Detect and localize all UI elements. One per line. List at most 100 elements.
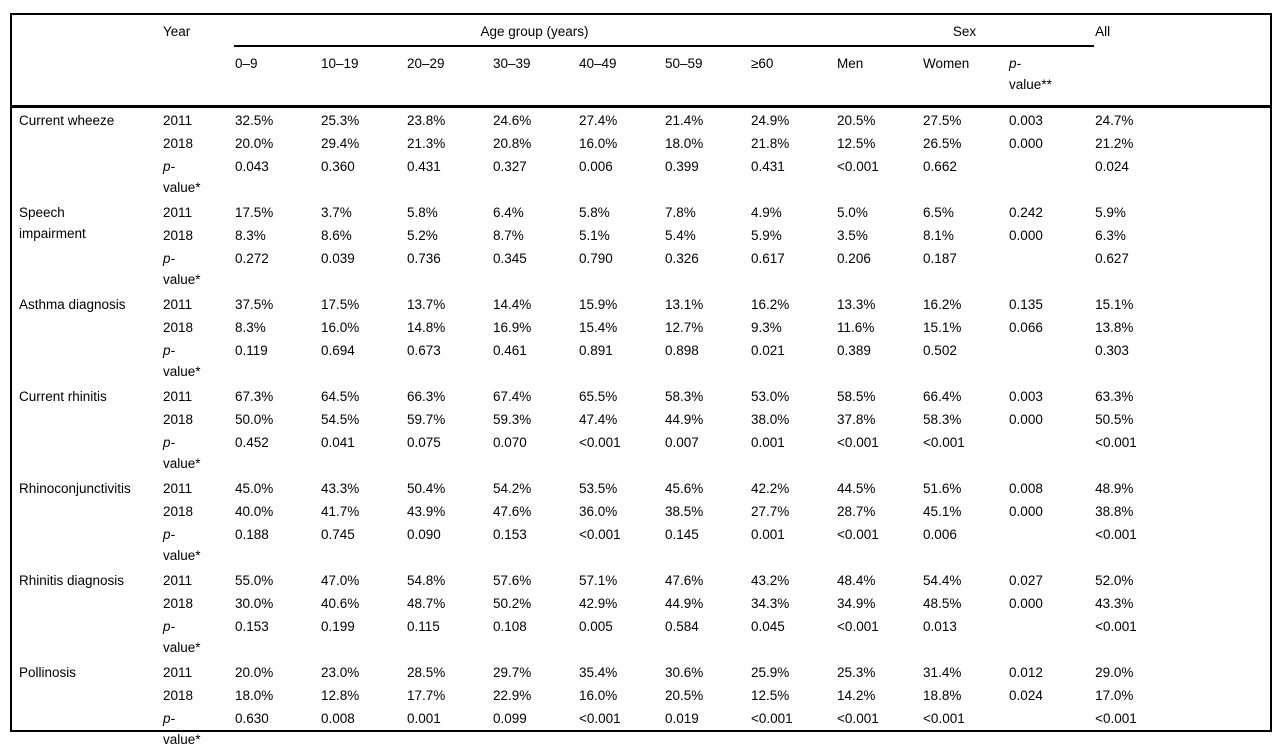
year-cell: 2018 — [162, 407, 234, 430]
year-cell: 2018 — [162, 591, 234, 614]
value-cell: 5.8% — [406, 200, 492, 223]
value-cell: 0.001 — [750, 430, 836, 476]
value-cell: 50.5% — [1094, 407, 1270, 430]
value-cell: 44.5% — [836, 476, 922, 499]
value-cell: 45.1% — [922, 499, 1008, 522]
year-cell: 2011 — [162, 107, 234, 132]
p-value-row-label-line1: p- — [163, 711, 175, 726]
year-header: Year — [162, 15, 234, 46]
p-value-row-label-line1: p- — [163, 527, 175, 542]
value-cell: 0.006 — [578, 154, 664, 200]
value-cell: 28.7% — [836, 499, 922, 522]
value-cell: 0.066 — [1008, 315, 1094, 338]
value-cell: 18.0% — [664, 131, 750, 154]
value-cell: 0.145 — [664, 522, 750, 568]
value-cell: 42.9% — [578, 591, 664, 614]
value-cell: 24.7% — [1094, 107, 1270, 132]
value-cell: 12.5% — [750, 683, 836, 706]
value-cell: 23.8% — [406, 107, 492, 132]
value-cell: 0.115 — [406, 614, 492, 660]
value-cell: 50.2% — [492, 591, 578, 614]
year-cell: 2011 — [162, 660, 234, 683]
value-cell: <0.001 — [578, 706, 664, 752]
value-cell: 65.5% — [578, 384, 664, 407]
year-cell: p-value* — [162, 614, 234, 660]
value-cell: 38.8% — [1094, 499, 1270, 522]
value-cell: 0.043 — [234, 154, 320, 200]
p-value-row-label-line2: value* — [163, 456, 201, 471]
value-cell: 34.3% — [750, 591, 836, 614]
value-cell: 47.4% — [578, 407, 664, 430]
value-cell: 31.4% — [922, 660, 1008, 683]
value-cell: 8.7% — [492, 223, 578, 246]
value-cell: 45.6% — [664, 476, 750, 499]
value-cell: 57.1% — [578, 568, 664, 591]
age-col-header-60plus: ≥60 — [750, 46, 836, 107]
year-cell: p-value* — [162, 522, 234, 568]
value-cell: 9.3% — [750, 315, 836, 338]
value-cell: 21.8% — [750, 131, 836, 154]
value-cell: 4.9% — [750, 200, 836, 223]
value-cell: 47.0% — [320, 568, 406, 591]
value-cell — [1008, 430, 1094, 476]
value-cell: 17.0% — [1094, 683, 1270, 706]
blank-cell — [162, 46, 234, 107]
value-cell: 5.4% — [664, 223, 750, 246]
value-cell: 6.3% — [1094, 223, 1270, 246]
age-col-header-40-49: 40–49 — [578, 46, 664, 107]
p-value-row-label-line2: value* — [163, 180, 201, 195]
value-cell: 40.6% — [320, 591, 406, 614]
value-cell: 57.6% — [492, 568, 578, 591]
value-cell: 48.9% — [1094, 476, 1270, 499]
value-cell: <0.001 — [922, 430, 1008, 476]
value-cell: 28.5% — [406, 660, 492, 683]
value-cell: 20.5% — [836, 107, 922, 132]
p-value-row-label-line2: value* — [163, 364, 201, 379]
age-group-header: Age group (years) — [234, 15, 836, 46]
value-cell: 34.9% — [836, 591, 922, 614]
value-cell: 18.8% — [922, 683, 1008, 706]
value-cell: <0.001 — [836, 522, 922, 568]
value-cell: 41.7% — [320, 499, 406, 522]
value-cell: 55.0% — [234, 568, 320, 591]
women-col-header: Women — [922, 46, 1008, 107]
value-cell: 51.6% — [922, 476, 1008, 499]
value-cell: 0.153 — [234, 614, 320, 660]
value-cell: 50.4% — [406, 476, 492, 499]
value-cell: 0.630 — [234, 706, 320, 752]
condition-label: Rhinitis diagnosis — [12, 568, 162, 660]
condition-label: Current rhinitis — [12, 384, 162, 476]
value-cell: 0.389 — [836, 338, 922, 384]
value-cell: 24.9% — [750, 107, 836, 132]
value-cell: 0.461 — [492, 338, 578, 384]
value-cell: 40.0% — [234, 499, 320, 522]
value-cell: 0.039 — [320, 246, 406, 292]
value-cell: 0.206 — [836, 246, 922, 292]
value-cell: 13.7% — [406, 292, 492, 315]
value-cell: 54.2% — [492, 476, 578, 499]
value-cell: 48.7% — [406, 591, 492, 614]
value-cell: 0.070 — [492, 430, 578, 476]
value-cell: 66.3% — [406, 384, 492, 407]
value-cell: 59.7% — [406, 407, 492, 430]
value-cell: 44.9% — [664, 407, 750, 430]
year-cell: 2011 — [162, 292, 234, 315]
value-cell: 29.0% — [1094, 660, 1270, 683]
year-cell: p-value* — [162, 154, 234, 200]
value-cell: 0.006 — [922, 522, 1008, 568]
value-cell: 0.891 — [578, 338, 664, 384]
value-cell: 5.1% — [578, 223, 664, 246]
value-cell: 52.0% — [1094, 568, 1270, 591]
value-cell: 25.3% — [836, 660, 922, 683]
year-cell: p-value* — [162, 430, 234, 476]
value-cell: 67.4% — [492, 384, 578, 407]
value-cell: 0.431 — [406, 154, 492, 200]
value-cell: 27.7% — [750, 499, 836, 522]
age-col-header-30-39: 30–39 — [492, 46, 578, 107]
